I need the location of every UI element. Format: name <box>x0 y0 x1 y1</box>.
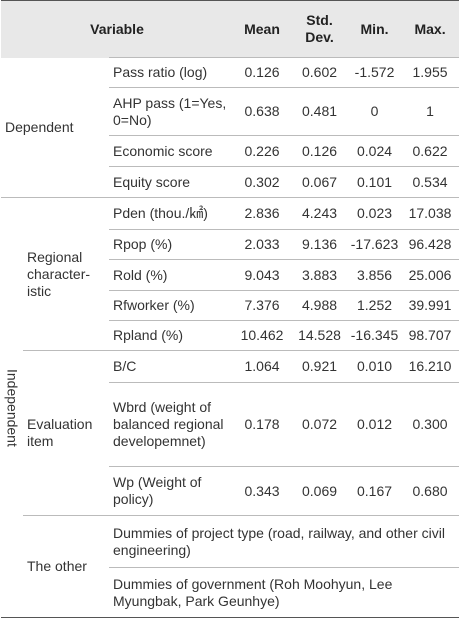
table-row: Wp (Weight of policy) 0.343 0.069 0.167 0.68… <box>1 466 460 516</box>
value-cell: 0.067 <box>291 166 349 198</box>
value-cell: 0.481 <box>291 87 349 136</box>
table-row: AHP pass (1=Yes, 0=No) 0.638 0.481 0 1 <box>1 87 460 136</box>
variable-cell: Wp (Weight of policy) <box>109 466 234 516</box>
value-cell: 0.101 <box>348 166 402 198</box>
value-cell: 3.856 <box>348 259 402 291</box>
table-row: Evaluation item B/C 1.064 0.921 0.010 16.210 <box>1 350 460 516</box>
table-row: Independent Regional character-istic Pden … <box>1 197 460 618</box>
variable-cell: Dummies of government (Roh Moohyun, Lee … <box>109 567 460 618</box>
value-cell: 98.707 <box>401 320 460 351</box>
value-cell: 0.069 <box>291 466 349 516</box>
value-cell: 0.534 <box>401 166 460 198</box>
variable-cell: Rpland (%) <box>109 320 234 351</box>
subgroup-label: Regional character-istic <box>23 197 109 351</box>
variable-cell: AHP pass (1=Yes, 0=No) <box>109 87 234 136</box>
value-cell: 2.033 <box>233 229 292 260</box>
subgroup-label: Evaluation item <box>23 350 109 516</box>
table-row: The other Dummies of project type (road, … <box>1 515 460 618</box>
table-row: Rpland (%) 10.462 14.528 -16.345 98.707 <box>1 320 460 351</box>
value-cell: 14.528 <box>291 320 349 351</box>
header-cell: Std. Dev. <box>291 0 349 58</box>
table-row: Variable Mean Std. Dev. Min. Max. <box>1 0 460 58</box>
value-cell: 1.252 <box>348 290 402 321</box>
variable-cell: Economic score <box>109 135 234 167</box>
value-cell: 0.622 <box>401 135 460 167</box>
value-cell: 0.226 <box>233 135 292 167</box>
value-cell: 3.883 <box>291 259 349 291</box>
value-cell: 4.988 <box>291 290 349 321</box>
value-cell: 0.072 <box>291 382 349 467</box>
value-cell: 0.302 <box>233 166 292 198</box>
variable-cell: Rfworker (%) <box>109 290 234 321</box>
value-cell: 96.428 <box>401 229 460 260</box>
value-cell: 9.043 <box>233 259 292 291</box>
table-row: Equity score 0.302 0.067 0.101 0.534 <box>1 166 460 198</box>
variable-cell: B/C <box>109 350 234 383</box>
variable-cell: Pden (thou./㎢) <box>109 197 234 230</box>
group-label: Dependent <box>5 118 74 135</box>
table-row: Rfworker (%) 7.376 4.988 1.252 39.991 <box>1 290 460 321</box>
value-cell: 0.178 <box>233 382 292 467</box>
value-cell: 39.991 <box>401 290 460 321</box>
value-cell: 2.836 <box>233 197 292 230</box>
table-row: Dummies of government (Roh Moohyun, Lee … <box>1 567 460 618</box>
value-cell: 0.010 <box>348 350 402 383</box>
header-cell: Variable <box>1 0 234 58</box>
value-cell: 0 <box>348 87 402 136</box>
value-cell: 9.136 <box>291 229 349 260</box>
table-row: Rold (%) 9.043 3.883 3.856 25.006 <box>1 259 460 291</box>
variable-cell: Rpop (%) <box>109 229 234 260</box>
value-cell: 0.126 <box>233 57 292 88</box>
value-cell: 25.006 <box>401 259 460 291</box>
value-cell: 0.024 <box>348 135 402 167</box>
table-row: Economic score 0.226 0.126 0.024 0.622 <box>1 135 460 167</box>
value-cell: 17.038 <box>401 197 460 230</box>
variable-cell: Dummies of project type (road, railway, … <box>109 515 460 568</box>
value-cell: 1.955 <box>401 57 460 88</box>
value-cell: 0.167 <box>348 466 402 516</box>
value-cell: 4.243 <box>291 197 349 230</box>
header-cell: Max. <box>401 0 460 58</box>
value-cell: 0.921 <box>291 350 349 383</box>
header-cell: Mean <box>233 0 292 58</box>
value-cell: 16.210 <box>401 350 460 383</box>
value-cell: 0.680 <box>401 466 460 516</box>
variable-cell: Equity score <box>109 166 234 198</box>
value-cell: 0.300 <box>401 382 460 467</box>
value-cell: -1.572 <box>348 57 402 88</box>
value-cell: -16.345 <box>348 320 402 351</box>
value-cell: 0.126 <box>291 135 349 167</box>
header-cell: Min. <box>348 0 402 58</box>
value-cell: 10.462 <box>233 320 292 351</box>
table-row: Wbrd (weight of balanced regional develo… <box>1 382 460 467</box>
value-cell: 0.023 <box>348 197 402 230</box>
value-cell: 0.602 <box>291 57 349 88</box>
value-cell: 0.343 <box>233 466 292 516</box>
variable-cell: Pass ratio (log) <box>109 57 234 88</box>
value-cell: 0.638 <box>233 87 292 136</box>
table-row: Rpop (%) 2.033 9.136 -17.623 96.428 <box>1 229 460 260</box>
table-row: Dependent Pass ratio (log) 0.126 0.602 -1.57… <box>1 57 460 135</box>
value-cell: -17.623 <box>348 229 402 260</box>
subgroup-label: The other <box>23 515 109 618</box>
value-cell: 1.064 <box>233 350 292 383</box>
value-cell: 7.376 <box>233 290 292 321</box>
value-cell: 1 <box>401 87 460 136</box>
variable-cell: Wbrd (weight of balanced regional develo… <box>109 382 234 467</box>
value-cell: 0.012 <box>348 382 402 467</box>
group-label: Independent <box>1 197 23 618</box>
variable-cell: Rold (%) <box>109 259 234 291</box>
